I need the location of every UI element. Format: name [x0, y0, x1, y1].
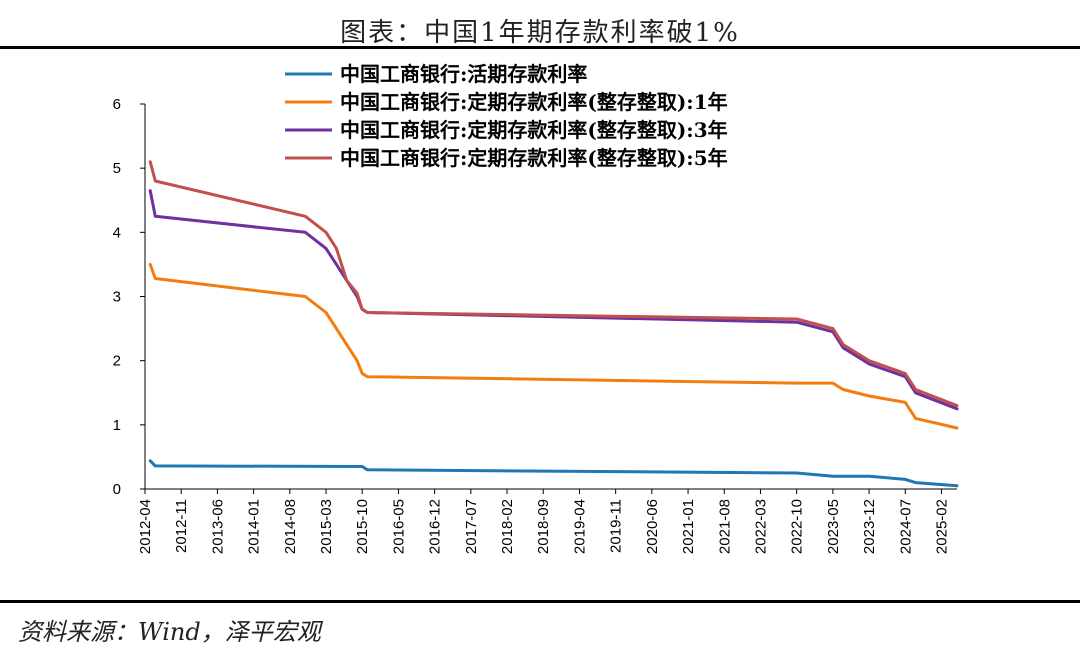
x-tick-label: 2025-02 [933, 499, 950, 554]
legend-label-3: 中国工商银行:定期存款利率(整存整取):3年 [340, 118, 728, 142]
x-tick-label: 2021-08 [716, 499, 733, 554]
x-tick-label: 2014-01 [246, 499, 263, 554]
x-tick-label: 2013-06 [209, 499, 226, 554]
source-note: 资料来源：Wind，泽平宏观 [18, 618, 321, 646]
x-tick-label: 2022-10 [789, 499, 806, 554]
x-tick-label: 2024-07 [897, 499, 914, 554]
series-line-4 [148, 160, 959, 408]
legend-label-4: 中国工商银行:定期存款利率(整存整取):5年 [340, 146, 728, 170]
top-rule [0, 46, 1080, 49]
legend-label-2: 中国工商银行:定期存款利率(整存整取):1年 [340, 90, 728, 114]
x-tick-label: 2023-12 [861, 499, 878, 554]
chart-title: 图表：中国1年期存款利率破1% [340, 18, 740, 48]
x-tick-label: 2016-12 [427, 499, 444, 554]
x-tick-label: 2021-01 [680, 499, 697, 554]
y-tick-label: 4 [113, 224, 121, 241]
x-tick-label: 2018-09 [535, 499, 552, 554]
x-tick-label: 2019-04 [571, 499, 588, 554]
x-tick-label: 2012-04 [137, 499, 154, 554]
y-tick-label: 1 [113, 417, 121, 434]
y-tick-label: 5 [113, 160, 121, 177]
legend-label-1: 中国工商银行:活期存款利率 [340, 62, 587, 86]
x-tick-label: 2019-11 [608, 499, 625, 553]
line-chart: 0 1 2 3 4 5 6 2012-04 2012-11 2013-06 2014-01 2014-… [113, 62, 959, 554]
series-line-1 [148, 459, 959, 488]
bottom-rule [0, 600, 1080, 603]
x-tick-label: 2017-07 [463, 499, 480, 554]
series-line-3 [148, 189, 959, 411]
x-tick-label: 2014-08 [282, 499, 299, 554]
series-line-2 [148, 262, 959, 430]
y-tick-label: 0 [113, 481, 121, 498]
x-tick-label: 2018-02 [499, 499, 516, 554]
y-tick-label: 2 [113, 353, 121, 370]
x-tick-label: 2023-05 [825, 499, 842, 554]
x-tick-label: 2020-06 [644, 499, 661, 554]
y-tick-label: 6 [113, 96, 121, 113]
y-tick-label: 3 [113, 289, 121, 306]
x-tick-label: 2012-11 [173, 499, 190, 553]
x-tick-label: 2015-03 [318, 499, 335, 554]
x-tick-label: 2015-10 [354, 499, 371, 554]
x-tick-label: 2016-05 [390, 499, 407, 554]
x-tick-label: 2022-03 [752, 499, 769, 554]
